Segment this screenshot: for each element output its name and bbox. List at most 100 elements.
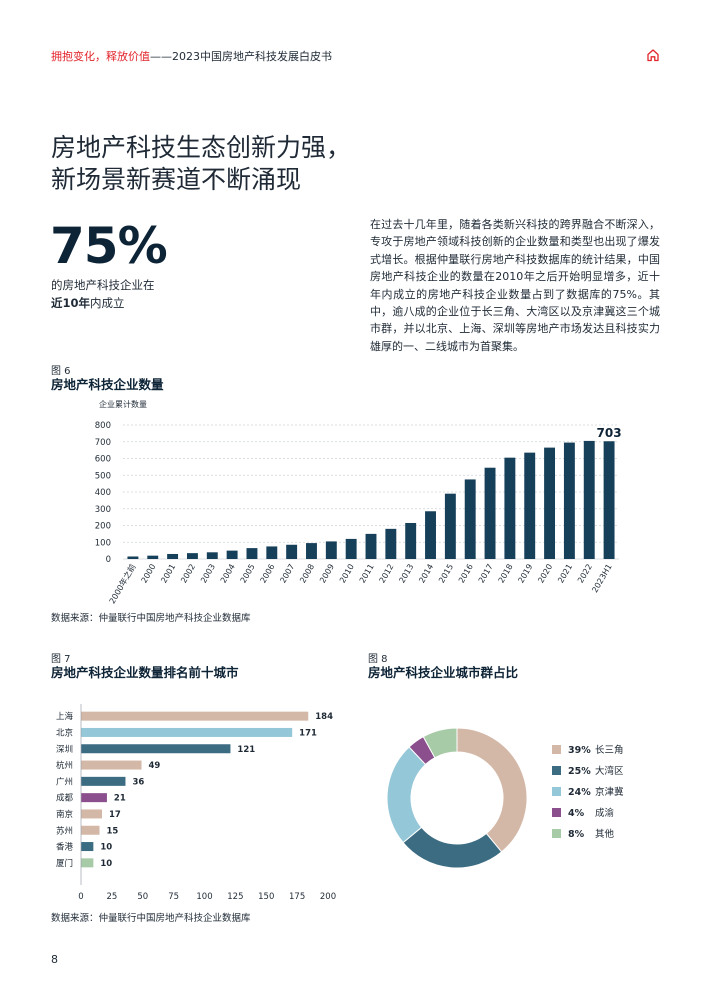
bar	[81, 858, 94, 868]
bar	[286, 544, 298, 559]
fig6-title: 房地产科技企业数量	[51, 377, 164, 392]
x-tick-label: 2000年之前	[107, 562, 138, 605]
legend-swatch	[552, 787, 561, 796]
header-rest-text: ——2023中国房地产科技发展白皮书	[150, 50, 332, 63]
data-label: 10	[100, 843, 112, 853]
category-label: 香港	[56, 842, 74, 853]
x-tick-label: 2012	[378, 563, 396, 585]
category-label: 南京	[56, 809, 73, 820]
x-tick-label: 25	[106, 892, 117, 902]
bar	[365, 533, 377, 559]
legend-label: 长三角	[595, 744, 624, 756]
bar	[405, 522, 417, 559]
body-paragraph: 在过去十几年里，随着各类新兴科技的跨界融合不断深入，专攻于房地产领域科技创新的企…	[370, 218, 660, 353]
y-tick-label: 200	[95, 522, 111, 532]
legend-swatch	[552, 829, 561, 838]
x-tick-label: 2005	[239, 563, 257, 585]
key-stat-value: 75%	[50, 217, 168, 275]
bar	[81, 727, 293, 737]
home-icon[interactable]	[646, 48, 660, 62]
x-tick-label: 200	[320, 892, 336, 902]
data-label: 184	[315, 712, 333, 722]
bar	[81, 760, 142, 770]
y-tick-label: 100	[95, 538, 111, 548]
bar	[504, 457, 516, 559]
bar	[186, 553, 198, 559]
y-tick-label: 700	[95, 438, 111, 448]
x-tick-label: 150	[258, 892, 274, 902]
bar	[306, 543, 317, 559]
document-header: 拥抱变化，释放价值——2023中国房地产科技发展白皮书	[51, 48, 332, 64]
x-tick-label: 2021	[556, 563, 574, 585]
data-label: 17	[109, 810, 121, 820]
donut-slice	[386, 746, 427, 844]
fig6-label: 图 6	[51, 366, 71, 377]
bar	[226, 550, 238, 559]
legend-swatch	[552, 766, 561, 775]
x-tick-label: 2004	[219, 563, 237, 585]
x-tick-label: 2018	[497, 563, 515, 585]
x-tick-label: 2010	[338, 563, 356, 585]
fig8-donut-chart: 39% 长三角 25% 大湾区 24% 京津冀 4% 成渝 8% 其他	[386, 727, 624, 869]
legend-swatch	[552, 745, 561, 754]
data-label: 121	[237, 745, 255, 755]
y-tick-label: 0	[106, 555, 111, 565]
x-tick-label: 125	[227, 892, 243, 902]
x-tick-label: 2013	[397, 563, 415, 585]
x-tick-label: 2006	[259, 563, 277, 585]
bar	[325, 541, 337, 559]
bar	[464, 479, 476, 559]
fig7-label: 图 7	[51, 654, 71, 665]
bar	[484, 467, 496, 559]
legend-percent: 25%	[568, 766, 591, 777]
data-label: 49	[149, 761, 161, 771]
bar	[385, 528, 397, 559]
bar	[563, 442, 575, 559]
bar	[425, 511, 436, 559]
bar	[246, 548, 258, 559]
fig6-source: 数据来源：仲量联行中国房地产科技企业数据库	[51, 613, 251, 624]
bar	[444, 493, 456, 559]
headline-line-2: 新场景新赛道不断涌现	[51, 165, 302, 194]
bar	[544, 447, 556, 559]
bar	[266, 546, 278, 559]
headline-line-1: 房地产科技生态创新力强，	[51, 133, 352, 162]
legend-percent: 39%	[568, 745, 591, 756]
bar	[206, 552, 218, 559]
category-label: 上海	[56, 711, 74, 722]
bar	[81, 744, 231, 754]
y-tick-label: 300	[95, 505, 111, 515]
category-label: 杭州	[56, 760, 73, 771]
fig8-title: 房地产科技企业城市群占比	[368, 665, 519, 680]
category-label: 广州	[56, 776, 73, 787]
category-label: 深圳	[56, 744, 73, 755]
x-tick-label: 2019	[516, 563, 534, 585]
data-label: 36	[132, 777, 144, 787]
bar	[147, 555, 159, 559]
legend-percent: 24%	[568, 787, 591, 798]
donut-slice	[422, 727, 458, 759]
bar	[345, 538, 357, 559]
category-label: 成都	[56, 793, 74, 804]
bar	[81, 825, 100, 835]
bar	[81, 711, 309, 721]
legend-swatch	[552, 808, 561, 817]
donut-slice	[402, 826, 503, 869]
data-label: 15	[107, 826, 119, 836]
page-number: 8	[51, 953, 58, 966]
legend-percent: 4%	[568, 808, 585, 819]
legend-label: 大湾区	[595, 765, 624, 777]
x-tick-label: 50	[137, 892, 148, 902]
x-tick-label: 2000	[140, 563, 158, 585]
bar	[81, 809, 102, 819]
bar	[524, 452, 536, 559]
x-tick-label: 2016	[457, 563, 475, 585]
x-tick-label: 2017	[477, 563, 495, 585]
category-label: 苏州	[56, 825, 73, 836]
x-tick-label: 0	[78, 892, 83, 902]
y-tick-label: 800	[95, 421, 111, 431]
bar	[127, 556, 139, 559]
legend-label: 京津冀	[595, 786, 624, 798]
bar	[583, 440, 595, 559]
